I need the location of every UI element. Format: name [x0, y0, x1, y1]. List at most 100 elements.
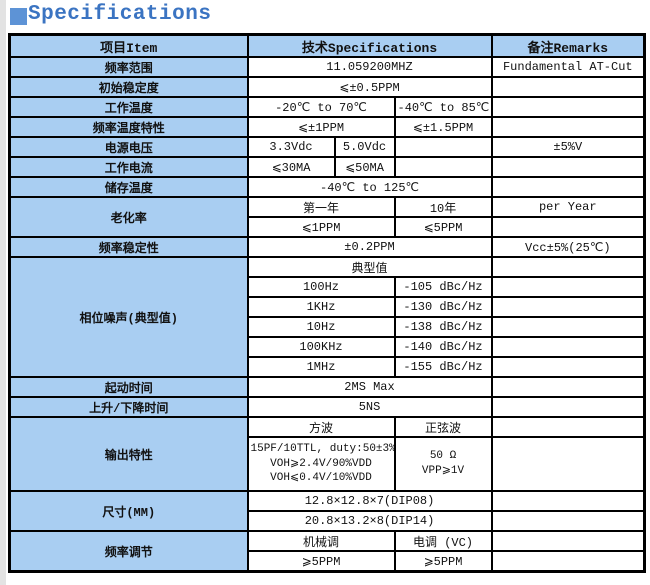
sine-wave-spec: 50 Ω VPP⩾1V: [393, 436, 493, 492]
row-phase-noise-point: 10Hz -138 dBc/Hz: [10, 316, 646, 338]
row-initial-stability: 初始稳定度 ⩽±0.5PPM: [8, 76, 646, 98]
remark-cell-empty: [490, 216, 646, 238]
spec-value: -20℃ to 70℃: [246, 96, 396, 118]
spec-value: -40℃ to 125℃: [246, 176, 493, 198]
remark-cell-empty: [490, 436, 646, 492]
remark-cell: Fundamental AT-Cut: [490, 56, 646, 78]
header-remarks: 备注Remarks: [490, 33, 646, 58]
row-label: 频率稳定性: [8, 236, 249, 258]
phase-noise-value: -105 dBc/Hz: [393, 276, 493, 298]
spec-subheader: 10年: [393, 196, 493, 218]
row-label: 频率调节: [8, 530, 249, 573]
spec-value: ⩽50MA: [333, 156, 396, 178]
row-operating-current: 工作电流 ⩽30MA ⩽50MA: [8, 156, 646, 178]
row-supply-voltage: 电源电压 3.3Vdc 5.0Vdc ±5%V: [8, 136, 646, 158]
spec-subheader: 方波: [246, 416, 396, 438]
row-label: 起动时间: [8, 376, 249, 398]
remark-cell-empty: [490, 336, 646, 358]
remark-cell-empty: [490, 176, 646, 198]
remark-cell-empty: [490, 530, 646, 552]
sine-wave-spec-line: VPP⩾1V: [421, 465, 465, 477]
row-label: 频率范围: [8, 56, 249, 78]
remark-cell: ±5%V: [490, 136, 646, 158]
section-heading: Specifications: [10, 3, 211, 26]
spec-value: ⩽±1PPM: [246, 116, 396, 138]
header-specifications: 技术Specifications: [246, 33, 493, 58]
spec-value: ⩽±0.5PPM: [246, 76, 493, 98]
spec-value: ⩽5PPM: [393, 216, 493, 238]
row-frequency-adjust-header: 频率调节 机械调 电调 (VC): [8, 530, 646, 573]
remark-cell-empty: [490, 416, 646, 438]
spec-value: 2MS Max: [246, 376, 493, 398]
phase-noise-value: -130 dBc/Hz: [393, 296, 493, 318]
row-startup-time: 起动时间 2MS Max: [8, 376, 646, 398]
row-aging-header: 老化率 第一年 10年 per Year: [8, 196, 646, 238]
row-phase-noise-point: 100KHz -140 dBc/Hz: [10, 336, 646, 358]
row-operating-temperature: 工作温度 -20℃ to 70℃ -40℃ to 85℃: [8, 96, 646, 118]
spec-value: 12.8×12.8×7(DIP08): [246, 490, 493, 512]
row-label: 初始稳定度: [8, 76, 249, 98]
phase-noise-frequency: 1MHz: [246, 356, 396, 378]
row-label: 老化率: [8, 196, 249, 238]
spec-value: 11.059200MHZ: [246, 56, 493, 78]
spec-value: 5.0Vdc: [333, 136, 396, 158]
row-dimensions-dip08: 尺寸(MM) 12.8×12.8×7(DIP08): [8, 490, 646, 532]
remark-cell-empty: [490, 510, 646, 532]
spec-subheader: 典型值: [246, 256, 493, 278]
remark-cell-empty: [490, 296, 646, 318]
spec-subheader: 第一年: [246, 196, 396, 218]
phase-noise-frequency: 1KHz: [246, 296, 396, 318]
spec-value: 3.3Vdc: [246, 136, 336, 158]
row-frequency-stability: 频率稳定性 ±0.2PPM Vcc±5%(25℃): [8, 236, 646, 258]
row-phase-noise-point: 1MHz -155 dBc/Hz: [10, 356, 646, 378]
row-dimensions-dip14: 20.8×13.2×8(DIP14): [10, 510, 646, 532]
square-wave-spec: 15PF/10TTL, duty:50±3% VOH⩾2.4V/90%VDD V…: [246, 436, 396, 492]
spec-subheader: 电调 (VC): [393, 530, 493, 552]
spec-value: ⩾5PPM: [246, 550, 396, 573]
remark-cell-empty: [490, 550, 646, 573]
row-phase-noise-header: 相位噪声(典型值) 典型值: [8, 256, 646, 378]
spec-value: ⩽1PPM: [246, 216, 396, 238]
row-label: 电源电压: [8, 136, 249, 158]
spec-value: 5NS: [246, 396, 493, 418]
spec-value: -40℃ to 85℃: [393, 96, 493, 118]
row-phase-noise-point: 1KHz -130 dBc/Hz: [10, 296, 646, 318]
square-wave-spec-line: VOH⩾2.4V/90%VDD: [270, 457, 372, 470]
square-wave-spec-line: VOH⩽0.4V/10%VDD: [270, 472, 372, 485]
phase-noise-value: -138 dBc/Hz: [393, 316, 493, 338]
phase-noise-value: -140 dBc/Hz: [393, 336, 493, 358]
remark-cell-empty: [490, 76, 646, 98]
row-output-characteristic-header: 输出特性 方波 正弦波: [8, 416, 646, 492]
row-label: 工作电流: [8, 156, 249, 178]
row-frequency-adjust-values: ⩾5PPM ⩾5PPM: [10, 550, 646, 573]
header-item: 项目Item: [8, 33, 249, 58]
spec-cell-empty: [393, 156, 493, 178]
specifications-table: 项目Item 技术Specifications 备注Remarks 频率范围 1…: [8, 33, 647, 573]
spec-value: ⩽30MA: [246, 156, 336, 178]
remark-cell-empty: [490, 376, 646, 398]
row-storage-temperature: 储存温度 -40℃ to 125℃: [8, 176, 646, 198]
phase-noise-frequency: 100Hz: [246, 276, 396, 298]
remark-cell-empty: [490, 276, 646, 298]
phase-noise-frequency: 10Hz: [246, 316, 396, 338]
spec-subheader: 正弦波: [393, 416, 493, 438]
spec-subheader: 机械调: [246, 530, 396, 552]
table-header-row: 项目Item 技术Specifications 备注Remarks: [8, 33, 646, 58]
remark-cell-empty: [490, 116, 646, 138]
remark-cell-empty: [490, 256, 646, 278]
remark-cell-empty: [490, 396, 646, 418]
remark-cell-empty: [490, 490, 646, 512]
row-label: 上升/下降时间: [8, 396, 249, 418]
remark-cell-empty: [490, 96, 646, 118]
spec-value: ⩾5PPM: [393, 550, 493, 573]
square-wave-spec-line: 15PF/10TTL, duty:50±3%: [250, 442, 395, 455]
section-bullet-icon: [10, 7, 27, 25]
row-label: 尺寸(MM): [8, 490, 249, 532]
row-frequency-range: 频率范围 11.059200MHZ Fundamental AT-Cut: [8, 56, 646, 78]
row-frequency-temperature-characteristic: 频率温度特性 ⩽±1PPM ⩽±1.5PPM: [8, 116, 646, 138]
row-phase-noise-point: 100Hz -105 dBc/Hz: [10, 276, 646, 298]
spec-value: ⩽±1.5PPM: [393, 116, 493, 138]
remark-cell-empty: [490, 356, 646, 378]
remark-cell-empty: [490, 316, 646, 338]
remark-cell: per Year: [490, 196, 646, 218]
